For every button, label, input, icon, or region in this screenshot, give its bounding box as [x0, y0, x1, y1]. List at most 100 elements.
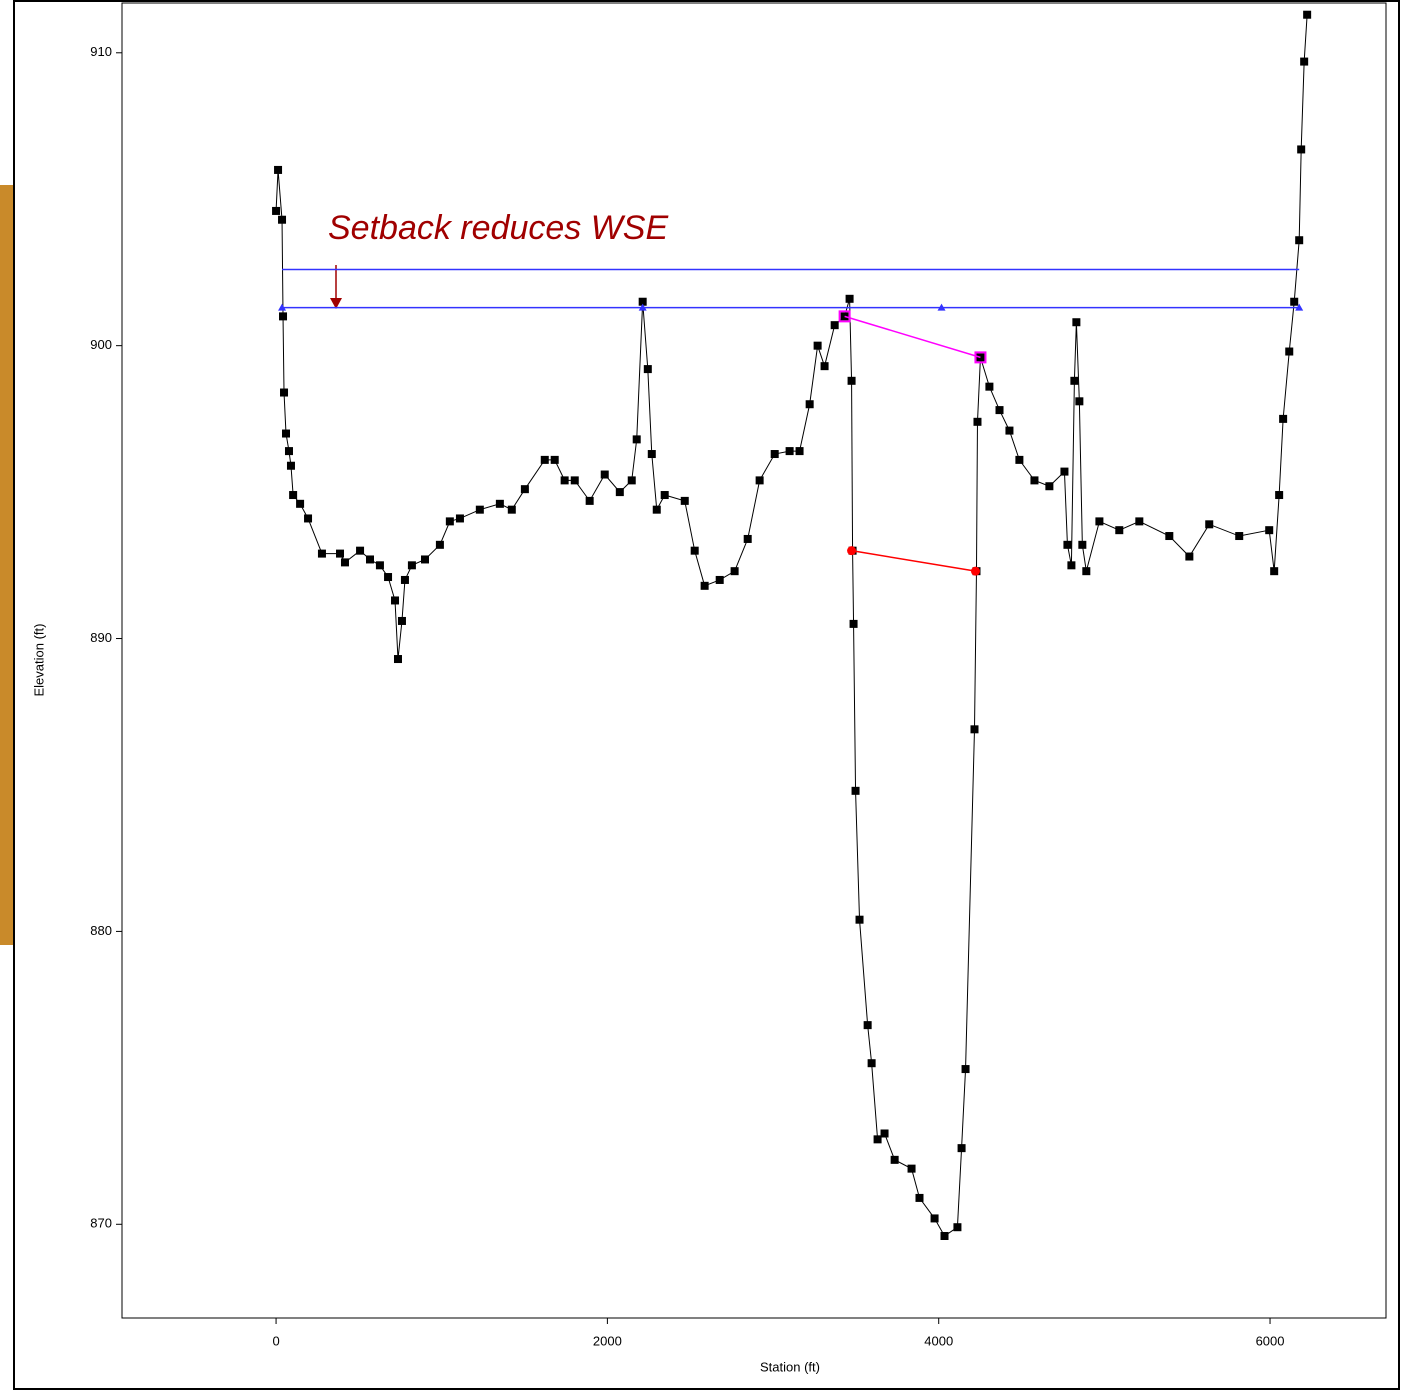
point: [615, 488, 624, 497]
point: [1005, 426, 1014, 435]
point: [715, 575, 724, 584]
point: [974, 351, 987, 364]
x-axis-label: Station (ft): [760, 1359, 820, 1374]
point: [1275, 491, 1284, 500]
point: [445, 517, 454, 526]
point: [1300, 57, 1309, 66]
point: [1067, 561, 1076, 570]
point: [600, 470, 609, 479]
point: [393, 655, 402, 664]
point: [652, 505, 661, 514]
point: [838, 310, 851, 323]
point: [1135, 517, 1144, 526]
point: [507, 505, 516, 514]
point: [1303, 10, 1312, 19]
point: [940, 1231, 949, 1240]
point: [317, 549, 326, 558]
point: [550, 455, 559, 464]
point: [1060, 467, 1069, 476]
point: [282, 429, 291, 438]
point: [632, 435, 641, 444]
point: [1095, 517, 1104, 526]
y-tick-label: 880: [90, 923, 112, 938]
point: [805, 400, 814, 409]
point: [560, 476, 569, 485]
point: [1063, 540, 1072, 549]
point: [356, 546, 365, 555]
point: [1078, 540, 1087, 549]
point: [1045, 482, 1054, 491]
point: [296, 499, 305, 508]
point: [1070, 376, 1079, 385]
point: [1290, 297, 1299, 306]
point: [930, 1214, 939, 1223]
point: [520, 485, 529, 494]
point: [849, 619, 858, 628]
point: [1030, 476, 1039, 485]
point: [286, 461, 295, 470]
map-fragment: [0, 185, 14, 945]
point: [397, 616, 406, 625]
point: [1185, 552, 1194, 561]
point: [340, 558, 349, 567]
series-line: [275, 14, 1308, 1237]
point: [785, 447, 794, 456]
point: [820, 362, 829, 371]
point: [647, 450, 656, 459]
point: [375, 561, 384, 570]
point: [435, 540, 444, 549]
point: [365, 555, 374, 564]
point: [1082, 567, 1091, 576]
point: [284, 447, 293, 456]
point: [1265, 526, 1274, 535]
point: [1270, 567, 1279, 576]
point: [730, 567, 739, 576]
point: [272, 206, 281, 215]
point: [1295, 303, 1304, 311]
annotation: Setback reduces WSE: [328, 209, 668, 247]
point: [274, 165, 283, 174]
point: [391, 596, 400, 605]
point: [970, 566, 980, 576]
point: [680, 496, 689, 505]
point: [660, 491, 669, 500]
x-tick-label: 6000: [1256, 1333, 1285, 1348]
series-line: [851, 549, 976, 572]
y-tick-label: 890: [90, 630, 112, 645]
point: [1295, 236, 1304, 245]
point: [867, 1059, 876, 1068]
point: [407, 561, 416, 570]
point: [880, 1129, 889, 1138]
point: [279, 312, 288, 321]
y-tick-label: 900: [90, 337, 112, 352]
point: [957, 1144, 966, 1153]
point: [795, 447, 804, 456]
point: [278, 215, 287, 224]
series-line: [844, 315, 981, 359]
point: [289, 491, 298, 500]
point: [1285, 347, 1294, 356]
point: [855, 915, 864, 924]
point: [638, 297, 647, 306]
x-tick-label: 2000: [593, 1333, 622, 1348]
point: [627, 476, 636, 485]
point: [970, 725, 979, 734]
point: [1075, 397, 1084, 406]
point: [1015, 455, 1024, 464]
point: [813, 341, 822, 350]
y-tick-label: 910: [90, 44, 112, 59]
arrow-head: [330, 298, 342, 309]
point: [1115, 526, 1124, 535]
outer-frame: [13, 0, 1400, 1390]
plot-frame: [121, 2, 1387, 1319]
point: [475, 505, 484, 514]
point: [400, 575, 409, 584]
point: [1072, 318, 1081, 327]
point: [1235, 532, 1244, 541]
x-tick-label: 0: [272, 1333, 279, 1348]
point: [890, 1155, 899, 1164]
point: [847, 376, 856, 385]
point: [973, 417, 982, 426]
point: [638, 303, 647, 311]
y-axis-label: Elevation (ft): [31, 624, 46, 697]
